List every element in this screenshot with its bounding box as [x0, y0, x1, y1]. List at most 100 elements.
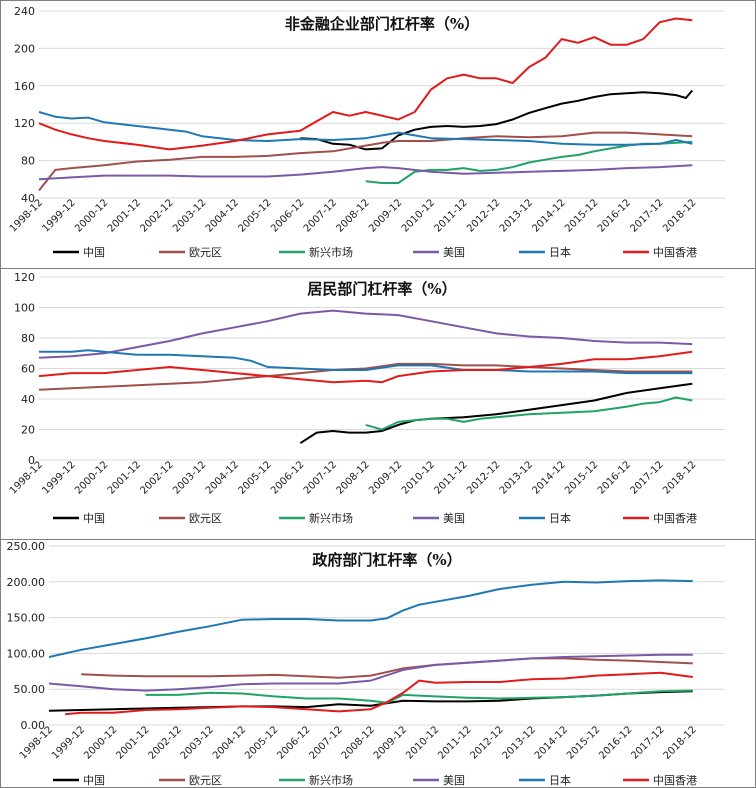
x-tick-label: 2013-12 [498, 197, 535, 234]
y-tick-label: 80 [21, 155, 35, 168]
series-3-line [38, 309, 693, 359]
x-tick-label: 2011-12 [432, 197, 469, 234]
y-tick-label: 40 [21, 393, 35, 406]
legend-label: 欧元区 [189, 512, 222, 525]
x-tick-label: 2001-12 [106, 197, 143, 234]
x-tick-label: 2014-12 [533, 724, 570, 761]
x-tick-label: 2012-12 [465, 459, 502, 496]
chart-title: 居民部门杠杆率（%） [307, 280, 456, 298]
y-tick-label: 60 [21, 363, 35, 376]
y-tick-label: 0 [28, 454, 35, 467]
x-tick-label: 2005-12 [236, 459, 273, 496]
x-tick-label: 2006-12 [269, 197, 306, 234]
x-tick-label: 2013-12 [498, 459, 535, 496]
series-0-line [300, 89, 694, 151]
x-tick-label: 2007-12 [302, 197, 339, 234]
x-tick-label: 2009-12 [372, 724, 409, 761]
series-5-line [38, 17, 693, 151]
legend-label: 中国香港 [653, 246, 697, 259]
x-tick-label: 2012-12 [465, 197, 502, 234]
legend-label: 新兴市场 [309, 245, 353, 259]
x-tick-label: 2015-12 [563, 197, 600, 234]
series-1-line [38, 362, 693, 391]
x-tick-label: 2002-12 [147, 724, 184, 761]
x-tick-label: 2018-12 [662, 724, 699, 761]
x-tick-label: 2014-12 [530, 197, 567, 234]
y-tick-label: 40 [21, 192, 35, 205]
x-tick-label: 2018-12 [661, 197, 698, 234]
x-tick-label: 2012-12 [468, 724, 505, 761]
x-tick-label: 2005-12 [243, 724, 280, 761]
x-tick-label: 2010-12 [400, 197, 437, 234]
y-tick-label: 20 [21, 424, 35, 437]
series-5-line [65, 671, 693, 716]
x-tick-label: 2010-12 [404, 724, 441, 761]
legend-label: 美国 [443, 512, 465, 525]
government-leverage-chart: 0.0050.00100.00150.00200.00250.001998-12… [7, 540, 725, 787]
y-tick-label: 200.00 [7, 576, 46, 589]
y-tick-label: 120 [14, 271, 35, 284]
x-tick-label: 2000-12 [82, 724, 119, 761]
legend-label: 日本 [549, 773, 571, 787]
series-2-line [365, 140, 693, 184]
x-tick-label: 2000-12 [73, 459, 110, 496]
x-tick-label: 2000-12 [73, 197, 110, 234]
y-tick-label: 160 [14, 80, 35, 93]
x-tick-label: 2002-12 [138, 197, 175, 234]
x-tick-label: 1999-12 [40, 459, 77, 496]
x-tick-label: 2011-12 [436, 724, 473, 761]
x-tick-label: 2017-12 [629, 724, 666, 761]
series-4-line [48, 579, 693, 658]
x-tick-label: 2003-12 [171, 197, 208, 234]
y-tick-label: 250.00 [7, 540, 46, 553]
y-tick-label: 100.00 [7, 647, 46, 660]
legend-label: 日本 [549, 511, 571, 525]
y-tick-label: 100 [14, 302, 35, 315]
series-2-line [365, 396, 693, 431]
x-tick-label: 2007-12 [302, 459, 339, 496]
corporate-leverage-chart: 40801201602002401998-121999-122000-12200… [8, 5, 725, 259]
series-5-line [38, 350, 693, 384]
y-tick-label: 120 [14, 117, 35, 130]
x-tick-label: 2009-12 [367, 459, 404, 496]
x-tick-label: 2016-12 [596, 459, 633, 496]
x-tick-label: 2008-12 [340, 724, 377, 761]
series-1-line [38, 131, 693, 192]
x-tick-label: 2014-12 [530, 459, 567, 496]
x-tick-label: 2017-12 [628, 197, 665, 234]
x-tick-label: 2005-12 [236, 197, 273, 234]
chart-panel-corporate: 40 80 120 160 200 240 1998-12 1999-12 2000-12 200… [0, 0, 756, 269]
y-tick-label: 50.00 [14, 683, 46, 696]
x-tick-label: 2010-12 [400, 459, 437, 496]
y-tick-label: 0.00 [21, 719, 46, 732]
x-tick-label: 1999-12 [50, 724, 87, 761]
chart-panel-government: 0.00 50.00 100.00 150.00 200.00 250.00 1998-12… [0, 539, 756, 788]
x-tick-label: 2017-12 [628, 459, 665, 496]
x-tick-label: 2004-12 [211, 724, 248, 761]
series-3-line [38, 164, 693, 181]
legend-label: 中国 [83, 774, 105, 787]
legend-label: 中国 [83, 246, 105, 259]
x-tick-label: 2015-12 [563, 459, 600, 496]
series-4-line [39, 349, 693, 375]
household-leverage-chart: 0 20 40 60 80 100 120 1998-121999-122000-122001… [8, 271, 725, 525]
y-tick-label: 80 [21, 332, 35, 345]
x-tick-label: 2001-12 [106, 459, 143, 496]
x-tick-label: 2004-12 [204, 197, 241, 234]
legend-label: 美国 [443, 246, 465, 259]
x-tick-label: 1999-12 [40, 197, 77, 234]
x-tick-label: 2018-12 [661, 459, 698, 496]
x-tick-label: 2011-12 [432, 459, 469, 496]
series-4-line [38, 111, 693, 146]
x-tick-label: 2013-12 [501, 724, 538, 761]
y-tick-label: 200 [14, 42, 35, 55]
x-tick-label: 2006-12 [269, 459, 306, 496]
x-tick-label: 2008-12 [334, 197, 371, 234]
legend-label: 中国香港 [653, 774, 697, 787]
x-tick-label: 2008-12 [334, 459, 371, 496]
chart-title: 政府部门杠杆率（%） [312, 551, 461, 569]
x-tick-label: 2004-12 [204, 459, 241, 496]
legend-label: 美国 [443, 774, 465, 787]
x-tick-label: 2016-12 [597, 724, 634, 761]
x-tick-label: 2003-12 [171, 459, 208, 496]
